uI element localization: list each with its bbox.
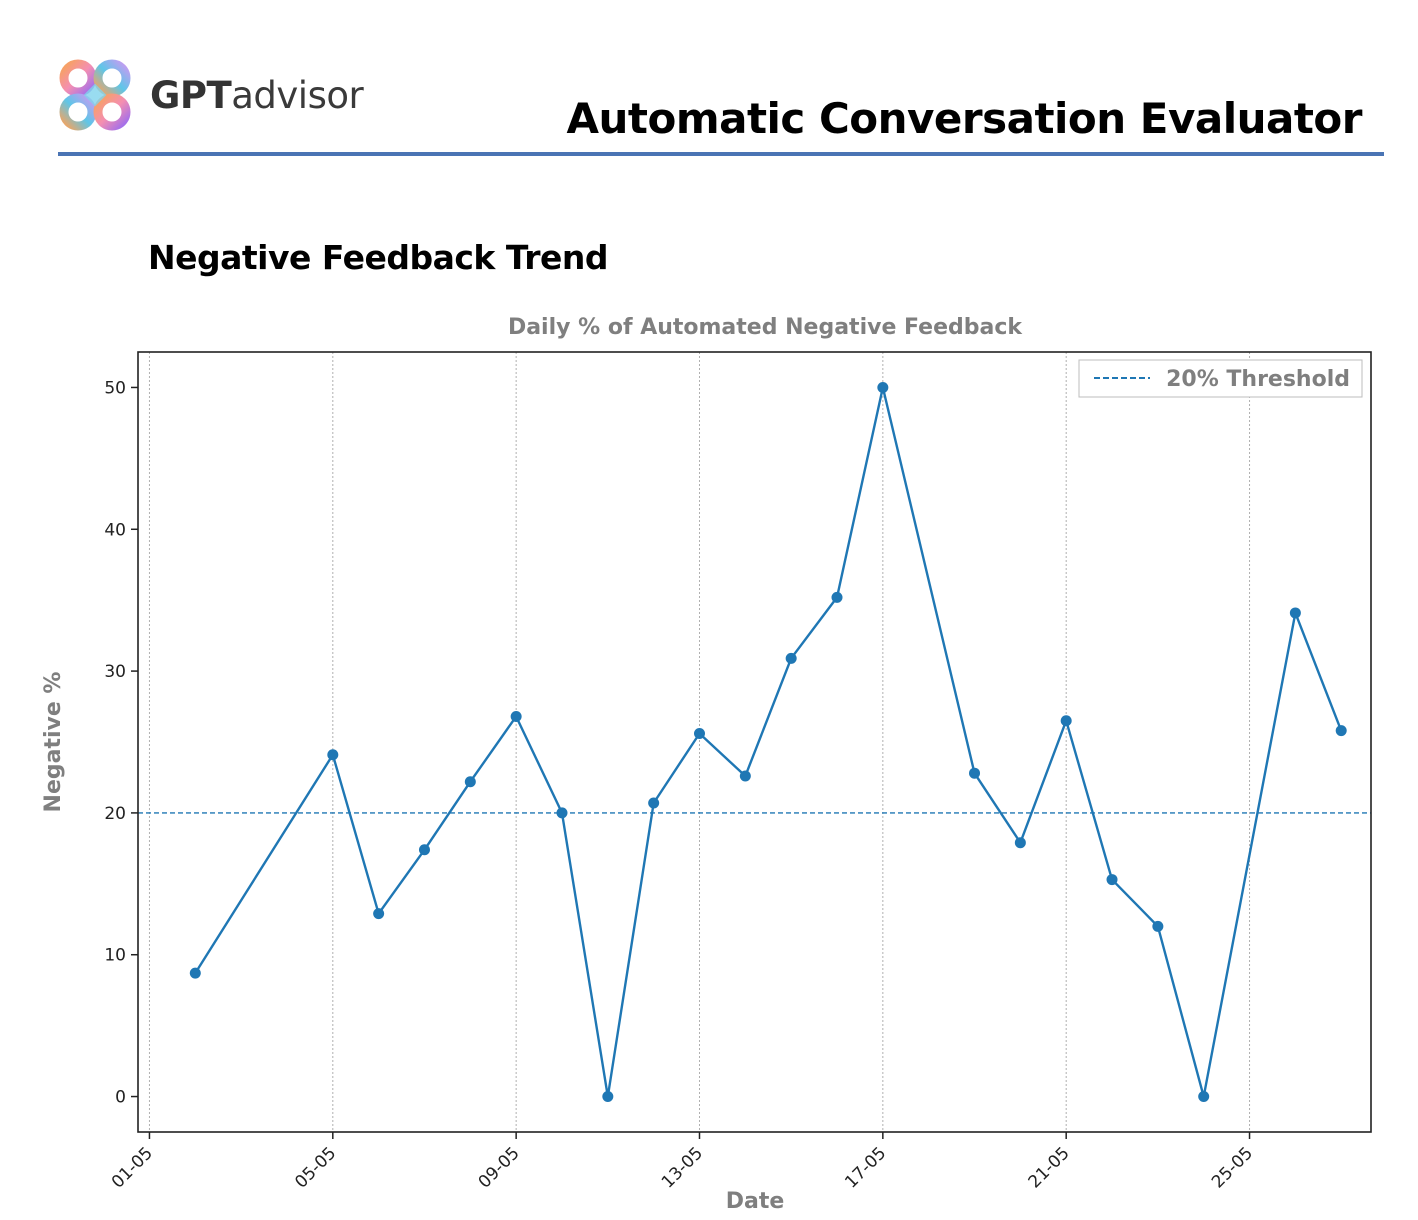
data-point (327, 749, 339, 761)
data-point (556, 807, 568, 819)
x-axis-ticks: 01-05 05-05 09-05 13-05 17-05 21-05 25-05 (108, 1132, 1257, 1192)
logo-wordmark-suffix: advisor (231, 74, 364, 117)
x-tick-label: 21-05 (1025, 1143, 1074, 1192)
data-point (969, 767, 981, 779)
logo-wordmark: GPTadvisor (150, 74, 364, 117)
y-tick-label: 30 (104, 662, 126, 682)
series-layer (189, 381, 1347, 1103)
data-point (739, 770, 751, 782)
header-divider (58, 152, 1384, 156)
x-tick-label: 13-05 (658, 1143, 707, 1192)
legend: 20% Threshold (1078, 359, 1363, 398)
data-point (1289, 607, 1301, 619)
logo-wordmark-prefix: GPT (150, 74, 232, 117)
y-axis-ticks: 0 10 20 30 40 50 (104, 378, 138, 1108)
data-point (373, 908, 385, 920)
data-point (785, 652, 797, 664)
plot-frame (137, 351, 1372, 1133)
data-point (418, 844, 430, 856)
data-point (693, 727, 705, 739)
x-tick-label: 09-05 (475, 1143, 524, 1192)
y-tick-label: 40 (104, 520, 126, 540)
gptadvisor-logo-icon (59, 59, 131, 131)
y-tick-label: 50 (104, 378, 126, 398)
x-tick-label: 25-05 (1208, 1143, 1257, 1192)
data-point (1198, 1091, 1210, 1103)
data-point (1106, 874, 1118, 886)
data-point (602, 1091, 614, 1103)
legend-threshold-label: 20% Threshold (1166, 367, 1350, 392)
data-point (510, 710, 522, 722)
data-point (464, 776, 476, 788)
y-tick-label: 10 (104, 946, 126, 966)
y-tick-label: 0 (115, 1088, 126, 1108)
app-title: Automatic Conversation Evaluator (566, 94, 1363, 143)
header: GPTadvisor Automatic Conversation Evalua… (0, 0, 1418, 170)
data-point (877, 381, 889, 393)
section-title: Negative Feedback Trend (148, 238, 609, 277)
data-point (1014, 837, 1026, 849)
data-point (648, 797, 660, 809)
data-point (1060, 715, 1072, 727)
x-tick-label: 05-05 (291, 1143, 340, 1192)
series-line (194, 386, 1343, 1098)
negative-feedback-chart: Daily % of Automated Negative Feedback 0… (41, 315, 1372, 1214)
y-tick-label: 20 (104, 804, 126, 824)
chart-title: Daily % of Automated Negative Feedback (508, 315, 1023, 340)
x-tick-label: 17-05 (841, 1143, 890, 1192)
grid-lines (148, 352, 1251, 1132)
x-tick-label: 01-05 (108, 1143, 157, 1192)
data-point (189, 967, 201, 979)
data-point (1335, 725, 1347, 737)
x-axis-label: Date (726, 1189, 785, 1214)
data-point (1152, 920, 1164, 932)
y-axis-label: Negative % (41, 672, 66, 813)
data-point (831, 591, 843, 603)
